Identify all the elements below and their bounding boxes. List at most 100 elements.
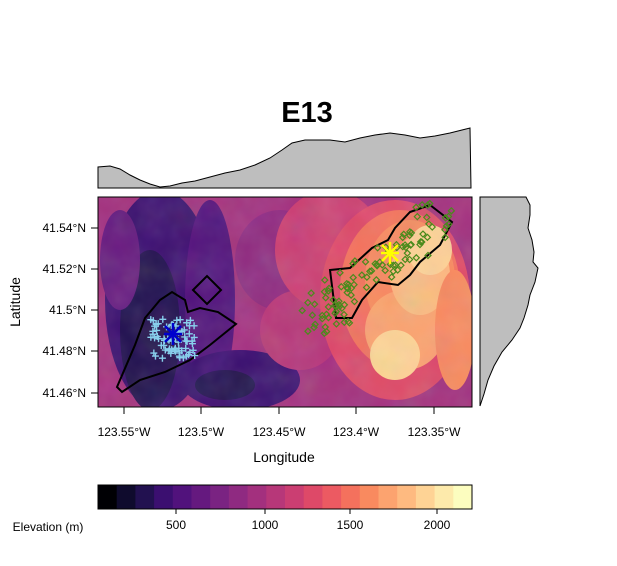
diamond-marker — [413, 212, 422, 221]
diamond-marker — [403, 249, 412, 258]
plus-marker — [147, 316, 155, 324]
plus-marker — [190, 322, 198, 330]
colorbar-swatch — [397, 485, 417, 509]
colorbar-swatch — [135, 485, 155, 509]
colorbar-swatch — [341, 485, 361, 509]
diamond-marker — [373, 243, 382, 252]
diamond-marker — [361, 257, 370, 266]
diamond-marker — [424, 251, 432, 260]
plus-marker — [180, 326, 188, 334]
diamond-marker — [331, 309, 339, 318]
diamond-marker — [308, 311, 317, 320]
west-boundary-polygon — [115, 290, 238, 394]
legend-tick-label: 500 — [166, 518, 186, 532]
x-tick-label: 123.45°W — [253, 425, 307, 439]
colorbar-swatch — [322, 485, 342, 509]
diamond-marker — [393, 266, 402, 274]
diamond-marker — [362, 283, 371, 292]
diamond-marker — [307, 289, 316, 297]
colorbar-swatch — [303, 485, 323, 509]
plus-marker — [159, 315, 167, 323]
diamond-marker — [340, 310, 348, 319]
diamond-marker — [424, 220, 433, 228]
y-tick-label: 41.5°N — [49, 303, 86, 317]
diamond-marker — [350, 297, 359, 306]
diamond-marker — [343, 284, 352, 293]
elevation-colorbar — [98, 485, 473, 509]
diamond-marker — [350, 280, 358, 289]
diamond-marker — [321, 323, 330, 331]
diamond-marker — [397, 261, 405, 270]
diamond-marker — [391, 261, 400, 269]
plus-marker — [186, 316, 194, 324]
colorbar-swatch — [154, 485, 174, 509]
plus-marker — [153, 326, 161, 334]
legend-tick-label: 1500 — [337, 518, 364, 532]
diamond-marker — [357, 271, 366, 279]
plus-marker — [184, 351, 192, 359]
diamond-marker — [304, 298, 312, 307]
plus-marker — [161, 346, 169, 354]
diamond-marker — [401, 255, 410, 264]
x-tick-label: 123.35°W — [408, 425, 462, 439]
colorbar-swatch — [453, 485, 473, 509]
legend-title: Elevation (m) — [13, 520, 84, 534]
diamond-marker — [399, 230, 408, 239]
plus-marker — [150, 349, 158, 357]
plus-marker — [157, 341, 165, 349]
colorbar-swatch — [359, 485, 379, 509]
diamond-marker — [344, 280, 353, 289]
plus-marker — [182, 337, 190, 345]
diamond-marker — [419, 230, 427, 238]
diamond-marker — [416, 238, 425, 246]
diamond-marker — [332, 307, 341, 316]
diamond-marker — [325, 284, 333, 293]
diamond-marker — [398, 233, 407, 242]
plus-marker — [191, 352, 199, 360]
diamond-marker — [349, 273, 358, 282]
legend-tick-label: 1000 — [252, 518, 279, 532]
diamond-marker — [381, 266, 390, 275]
diamond-marker — [412, 203, 420, 212]
diamond-marker — [423, 233, 432, 242]
plus-marker — [147, 333, 155, 341]
diamond-marker — [298, 306, 307, 315]
diamond-marker — [324, 303, 333, 311]
diamond-marker — [349, 259, 357, 268]
east-boundary-polygon — [328, 203, 454, 319]
diamond-marker — [407, 229, 416, 237]
diamond-marker — [310, 323, 318, 332]
diamond-marker — [332, 320, 341, 328]
plus-marker — [151, 322, 159, 330]
plus-marker — [155, 335, 163, 343]
plus-marker — [190, 333, 198, 341]
diamond-marker — [318, 314, 327, 323]
diamond-marker — [405, 231, 414, 240]
plus-marker — [168, 346, 176, 354]
colorbar-swatch — [210, 485, 230, 509]
y-tick-label: 41.54°N — [43, 221, 87, 235]
center-asterisk-blue — [164, 323, 182, 345]
plus-marker — [183, 319, 191, 327]
diamond-marker — [329, 296, 338, 304]
colorbar-ticks — [175, 509, 438, 514]
diamond-marker — [311, 320, 319, 329]
diamond-marker — [310, 300, 319, 309]
colorbar-swatch — [98, 485, 118, 509]
diamond-marker — [422, 213, 431, 222]
diamond-marker — [389, 267, 398, 276]
plus-marker — [176, 316, 184, 324]
diamond-marker — [444, 212, 453, 221]
diamond-marker — [365, 267, 374, 276]
right-elevation-profile — [479, 196, 539, 407]
map-title: E13 — [281, 97, 333, 129]
colorbar-frame — [97, 484, 473, 510]
x-tick-label: 123.55°W — [98, 425, 152, 439]
small-square-polygon — [191, 274, 223, 306]
top-elevation-profile — [97, 127, 472, 189]
colorbar-swatch — [378, 485, 398, 509]
diamond-marker — [304, 327, 312, 336]
diamond-marker — [372, 275, 381, 284]
y-tick-label: 41.48°N — [43, 344, 87, 358]
